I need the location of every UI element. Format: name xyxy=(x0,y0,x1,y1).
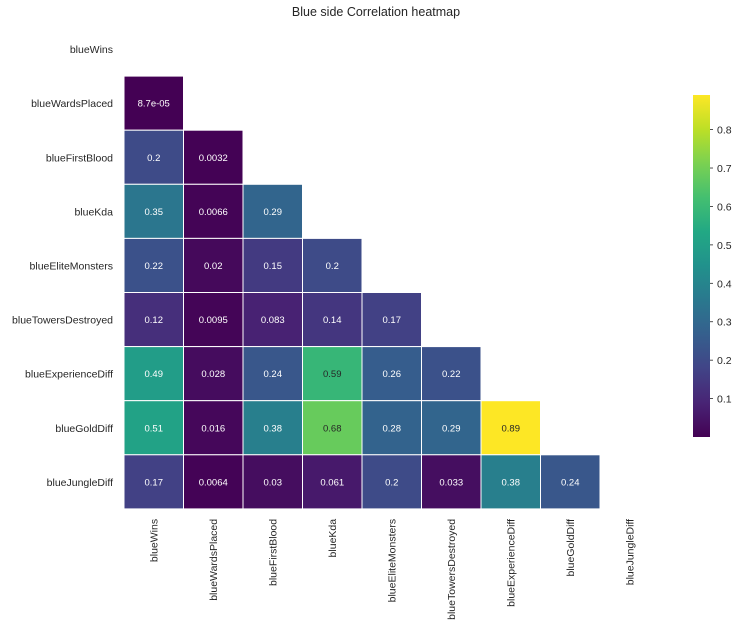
colorbar-tick-label: 0.2 xyxy=(717,355,732,367)
heatmap-cell-blueExperienceDiff-blueTowersDestroyed xyxy=(421,346,482,402)
cell-annotation: 0.083 xyxy=(261,315,285,326)
cell-annotation: 0.22 xyxy=(145,261,164,272)
y-tick-label: blueTowersDestroyed xyxy=(12,315,113,327)
y-tick-label: blueWins xyxy=(70,44,113,56)
heatmap-cell-blueJungleDiff-blueExperienceDiff xyxy=(480,454,541,510)
cell-annotation: 0.016 xyxy=(201,423,225,434)
heatmap-cell-blueExperienceDiff-blueEliteMonsters xyxy=(361,346,422,402)
x-tick-label: blueGoldDiff xyxy=(565,519,577,577)
cell-annotation: 0.061 xyxy=(320,477,344,488)
colorbar-tick-label: 0.6 xyxy=(717,201,732,213)
cell-annotation: 0.15 xyxy=(264,261,283,272)
cell-annotation: 0.028 xyxy=(201,369,225,380)
cell-annotation: 0.03 xyxy=(264,477,283,488)
colorbar-tick-label: 0.8 xyxy=(717,125,732,137)
y-tick-label: blueWardsPlaced xyxy=(31,98,113,110)
heatmap-cell-blueGoldDiff-blueWins xyxy=(123,400,184,456)
heatmap-cell-blueExperienceDiff-blueWardsPlaced xyxy=(183,346,244,402)
heatmap-cell-blueJungleDiff-blueGoldDiff xyxy=(540,454,601,510)
cell-annotation: 0.38 xyxy=(502,477,521,488)
cell-annotation: 0.24 xyxy=(561,477,580,488)
cell-annotation: 0.02 xyxy=(204,261,223,272)
colorbar-tick-label: 0.5 xyxy=(717,240,732,252)
heatmap-cell-blueExperienceDiff-blueWins xyxy=(123,346,184,402)
colorbar-tick-label: 0.1 xyxy=(717,394,732,406)
heatmap-cell-blueExperienceDiff-blueKda xyxy=(302,346,363,402)
heatmap-cell-blueFirstBlood-blueWins xyxy=(123,129,184,185)
y-tick-label: blueKda xyxy=(74,206,113,218)
cell-annotation: 0.0032 xyxy=(199,153,228,164)
colorbar-tick-label: 0.7 xyxy=(717,163,732,175)
heatmap-cell-blueEliteMonsters-blueWardsPlaced xyxy=(183,237,244,293)
x-tick-label: blueWardsPlaced xyxy=(208,519,220,601)
x-tick-label: blueFirstBlood xyxy=(268,519,280,586)
heatmap-cell-blueTowersDestroyed-blueWardsPlaced xyxy=(183,292,244,348)
cell-annotation: 0.35 xyxy=(145,207,164,218)
cell-annotation: 0.0066 xyxy=(199,207,228,218)
y-tick-label: blueFirstBlood xyxy=(46,152,113,164)
heatmap-cell-blueJungleDiff-blueWins xyxy=(123,454,184,510)
cell-annotation: 0.2 xyxy=(385,477,398,488)
heatmap-cell-blueGoldDiff-blueExperienceDiff xyxy=(480,400,541,456)
cell-annotation: 0.29 xyxy=(264,207,283,218)
heatmap-cell-blueExperienceDiff-blueFirstBlood xyxy=(242,346,303,402)
cell-annotation: 0.26 xyxy=(383,369,402,380)
heatmap-cell-blueFirstBlood-blueWardsPlaced xyxy=(183,129,244,185)
heatmap-cell-blueEliteMonsters-blueKda xyxy=(302,237,363,293)
heatmap-cell-blueJungleDiff-blueFirstBlood xyxy=(242,454,303,510)
heatmap-cell-blueTowersDestroyed-blueKda xyxy=(302,292,363,348)
x-tick-labels: blueWins blueWardsPlaced blueFirstBlood blu… xyxy=(149,519,637,620)
heatmap-cell-blueKda-blueFirstBlood xyxy=(242,183,303,239)
cell-annotation: 0.38 xyxy=(264,423,283,434)
colorbar-tick-label: 0.3 xyxy=(717,317,732,329)
heatmap-cell-blueWardsPlaced-blueWins xyxy=(123,75,184,131)
y-tick-label: blueGoldDiff xyxy=(55,423,113,435)
cell-annotation: 0.29 xyxy=(442,423,461,434)
heatmap-cell-blueJungleDiff-blueTowersDestroyed xyxy=(421,454,482,510)
heatmap-annotations: 8.7e-05 0.2 0.0032 0.35 0.0066 0.29 0.22 0.02 0.… xyxy=(138,99,580,489)
y-tick-label: blueJungleDiff xyxy=(47,477,113,489)
x-tick-label: blueExperienceDiff xyxy=(506,519,518,607)
cell-annotation: 0.14 xyxy=(323,315,342,326)
x-tick-label: blueJungleDiff xyxy=(625,519,637,585)
chart-title: Blue side Correlation heatmap xyxy=(292,5,460,19)
cell-annotation: 0.59 xyxy=(323,369,342,380)
cell-annotation: 0.68 xyxy=(323,423,342,434)
cell-annotation: 0.89 xyxy=(502,423,521,434)
colorbar: 0.1 0.2 0.3 0.4 0.5 0.6 0.7 0.8 xyxy=(693,95,732,437)
colorbar-gradient xyxy=(693,95,710,437)
x-tick-label: blueTowersDestroyed xyxy=(446,519,458,620)
cell-annotation: 8.7e-05 xyxy=(138,99,170,110)
cell-annotation: 0.2 xyxy=(326,261,339,272)
cell-annotation: 0.51 xyxy=(145,423,164,434)
cell-annotation: 0.2 xyxy=(147,153,160,164)
heatmap-cell-blueGoldDiff-blueKda xyxy=(302,400,363,456)
x-tick-label: blueWins xyxy=(149,519,161,562)
cell-annotation: 0.22 xyxy=(442,369,461,380)
cell-annotation: 0.12 xyxy=(145,315,164,326)
y-tick-labels: blueWins blueWardsPlaced blueFirstBlood blu… xyxy=(12,44,113,489)
cell-annotation: 0.033 xyxy=(439,477,463,488)
cell-annotation: 0.49 xyxy=(145,369,164,380)
cell-annotation: 0.28 xyxy=(383,423,402,434)
colorbar-tick-label: 0.4 xyxy=(717,278,732,290)
cell-annotation: 0.0064 xyxy=(199,477,228,488)
cell-annotation: 0.0095 xyxy=(199,315,228,326)
x-tick-label: blueEliteMonsters xyxy=(387,519,399,602)
y-tick-label: blueExperienceDiff xyxy=(25,369,113,381)
heatmap-cells xyxy=(123,75,601,510)
cell-annotation: 0.24 xyxy=(264,369,283,380)
y-tick-label: blueEliteMonsters xyxy=(30,260,113,272)
cell-annotation: 0.17 xyxy=(383,315,402,326)
x-tick-label: blueKda xyxy=(327,519,339,558)
heatmap-cell-blueGoldDiff-blueTowersDestroyed xyxy=(421,400,482,456)
heatmap-cell-blueGoldDiff-blueWardsPlaced xyxy=(183,400,244,456)
cell-annotation: 0.17 xyxy=(145,477,164,488)
